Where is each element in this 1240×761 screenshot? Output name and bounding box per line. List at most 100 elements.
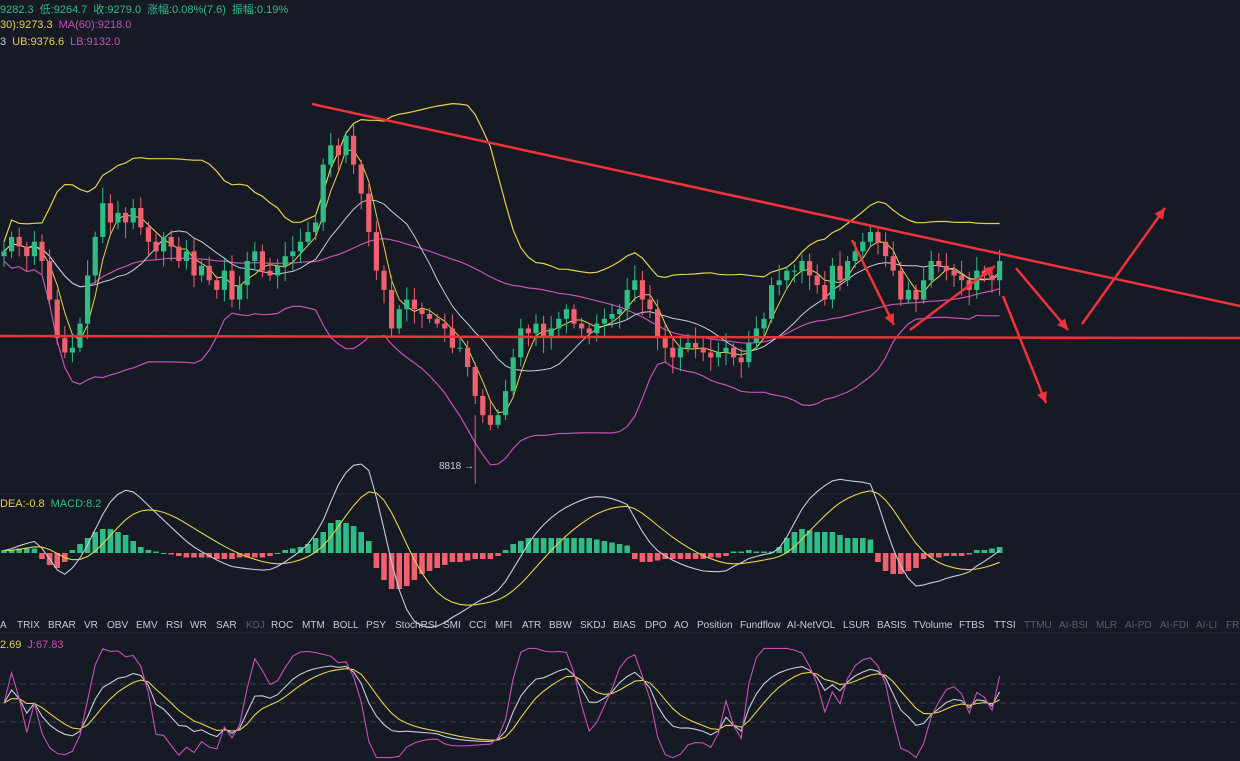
- candle-body-79: [601, 318, 607, 324]
- candle-body-78: [594, 323, 600, 334]
- tab-ai-fdi[interactable]: AI-FDI: [1160, 620, 1189, 631]
- candle-body-106: [807, 261, 813, 276]
- tab-wr[interactable]: WR: [190, 620, 207, 631]
- macd-bar-130: [989, 548, 995, 553]
- tab-stochrsi[interactable]: StochRSI: [395, 620, 438, 631]
- tab-mlr[interactable]: MLR: [1096, 620, 1118, 631]
- candle-body-43: [328, 145, 334, 165]
- boll-info-2: LB:9132.0: [70, 36, 121, 48]
- macd-bar-19: [145, 550, 152, 553]
- candle-body-57: [434, 318, 440, 324]
- macd-bar-51: [388, 553, 395, 589]
- tab-obv[interactable]: OBV: [107, 620, 129, 631]
- tab-ttmu[interactable]: TTMU: [1024, 620, 1052, 631]
- tab-bbw[interactable]: BBW: [549, 620, 572, 631]
- macd-bar-35: [267, 553, 273, 556]
- macd-bar-77: [586, 538, 592, 553]
- candle-body-95: [723, 347, 729, 353]
- candle-body-123: [936, 261, 942, 266]
- candle-body-20: [153, 241, 159, 252]
- tab-brar[interactable]: BRAR: [48, 620, 76, 631]
- tab-smi[interactable]: SMI: [443, 620, 461, 631]
- macd-bar-114: [867, 539, 874, 553]
- tab-mfi[interactable]: MFI: [495, 620, 513, 631]
- tab-lsur[interactable]: LSUR: [843, 620, 870, 631]
- macd-bar-58: [442, 553, 448, 565]
- macd-bar-4: [31, 548, 38, 553]
- macd-bar-120: [913, 553, 919, 568]
- macd-bar-73: [556, 538, 562, 553]
- candle-body-75: [571, 309, 577, 324]
- macd-bar-110: [837, 535, 843, 553]
- macd-bar-43: [328, 523, 334, 553]
- macd-bar-53: [404, 553, 410, 586]
- tab-dpo[interactable]: DPO: [645, 620, 667, 631]
- candle-body-48: [366, 193, 372, 233]
- tab-basis[interactable]: BASIS: [877, 620, 907, 631]
- tab-fr[interactable]: FR: [1226, 620, 1240, 631]
- macd-bar-126: [958, 553, 965, 556]
- macd-bar-28: [214, 553, 220, 559]
- tab-vr[interactable]: VR: [84, 620, 98, 631]
- macd-bar-61: [464, 553, 471, 561]
- support-line: [0, 334, 1240, 340]
- candle-body-84: [639, 280, 645, 300]
- tab-ttsi[interactable]: TTSI: [994, 620, 1016, 631]
- macd-bar-49: [373, 553, 380, 568]
- tab-ftbs[interactable]: FTBS: [959, 620, 985, 631]
- candle-body-28: [214, 280, 220, 290]
- kdj-info-1: J:67.83: [27, 639, 64, 651]
- price-info-2: 收:9279.0: [93, 4, 142, 16]
- candle-body-38: [290, 251, 296, 257]
- tab-a[interactable]: A: [0, 620, 7, 631]
- tab-cci[interactable]: CCI: [469, 620, 487, 631]
- macd-bar-17: [130, 541, 136, 553]
- candle-body-6: [47, 261, 53, 300]
- ma-info-1: MA(60):9218.0: [58, 19, 132, 31]
- tab-fundflow[interactable]: Fundflow: [740, 620, 781, 631]
- macd-bar-48: [366, 541, 372, 553]
- candle-body-83: [632, 280, 638, 290]
- candle-body-111: [845, 261, 851, 281]
- tab-rsi[interactable]: RSI: [166, 620, 183, 631]
- tab-ai-netvol[interactable]: AI-NetVOL: [787, 620, 836, 631]
- macd-bar-125: [951, 553, 957, 556]
- tab-sar[interactable]: SAR: [216, 620, 237, 631]
- candle-body-97: [738, 357, 744, 363]
- tab-tvolume[interactable]: TVolume: [913, 620, 953, 631]
- kdj-j-line: [3, 647, 1001, 759]
- macd-bar-124: [943, 553, 950, 556]
- tab-boll[interactable]: BOLL: [333, 620, 359, 631]
- tab-skdj[interactable]: SKDJ: [580, 620, 606, 631]
- tab-psy[interactable]: PSY: [366, 620, 387, 631]
- tab-roc[interactable]: ROC: [271, 620, 294, 631]
- candle-body-14: [107, 203, 113, 223]
- macd-dif-line: [3, 463, 1000, 628]
- tab-ai-bsi[interactable]: AI-BSI: [1059, 620, 1088, 631]
- tab-mtm[interactable]: MTM: [302, 620, 325, 631]
- tab-kdj[interactable]: KDJ: [246, 620, 265, 631]
- macd-bar-31: [236, 553, 243, 558]
- macd-bar-42: [320, 532, 326, 553]
- tab-bias[interactable]: BIAS: [613, 620, 636, 631]
- macd-bar-55: [419, 553, 425, 574]
- macd-bar-63: [480, 553, 486, 559]
- candle-body-0: [1, 251, 7, 257]
- macd-bar-78: [594, 539, 600, 553]
- macd-bar-109: [829, 532, 836, 553]
- tab-position[interactable]: Position: [697, 620, 733, 631]
- tab-ai-pd[interactable]: AI-PD: [1125, 620, 1152, 631]
- tab-atr[interactable]: ATR: [522, 620, 542, 631]
- tab-ai-li[interactable]: AI-LI: [1196, 620, 1218, 631]
- candle-body-5: [39, 241, 45, 261]
- macd-bar-46: [350, 526, 357, 553]
- macd-bar-68: [518, 541, 524, 553]
- tab-emv[interactable]: EMV: [136, 620, 158, 631]
- tab-trix[interactable]: TRIX: [17, 620, 40, 631]
- macd-bar-97: [738, 551, 744, 553]
- tab-ao[interactable]: AO: [674, 620, 689, 631]
- macd-bar-16: [122, 535, 129, 553]
- macd-bar-30: [229, 553, 235, 559]
- macd-bar-121: [920, 553, 927, 559]
